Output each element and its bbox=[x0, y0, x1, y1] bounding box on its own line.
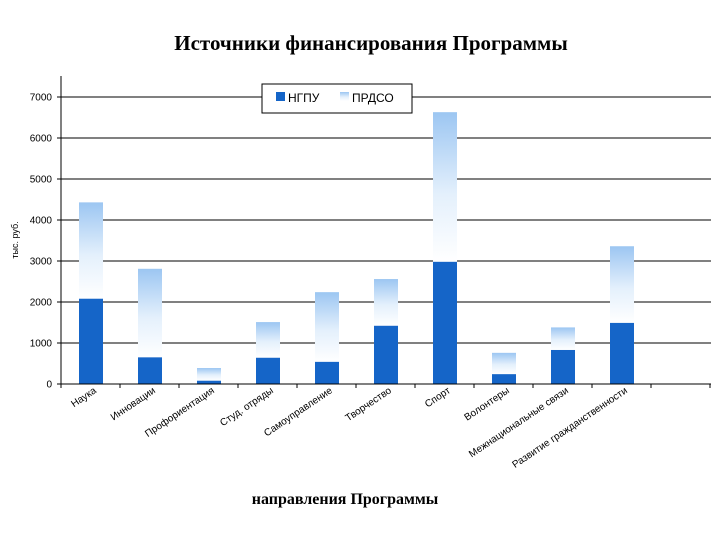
bar-ngpu bbox=[610, 322, 634, 384]
bar-ngpu bbox=[138, 357, 162, 384]
bar-prdso bbox=[492, 352, 516, 375]
bars bbox=[79, 112, 634, 384]
bar-ngpu bbox=[492, 374, 516, 384]
y-tick-label: 1000 bbox=[30, 339, 53, 350]
bar-ngpu bbox=[551, 349, 575, 384]
bar-ngpu bbox=[315, 361, 339, 384]
y-tick-label: 3000 bbox=[30, 257, 53, 268]
x-tick-label: Инновации bbox=[109, 385, 158, 423]
bar-prdso bbox=[433, 112, 457, 262]
y-tick-label: 7000 bbox=[30, 93, 53, 104]
x-axis-title: направления Программы bbox=[252, 491, 439, 508]
bar-ngpu bbox=[433, 261, 457, 384]
x-tick-label: Студ. отряды bbox=[218, 385, 275, 429]
y-tick-labels: 0 1000 2000 3000 4000 5000 6000 7000 bbox=[30, 93, 53, 391]
y-tick-label: 5000 bbox=[30, 175, 53, 186]
y-tick-label: 4000 bbox=[30, 216, 53, 227]
legend-label-prdso: ПРДСО bbox=[352, 91, 394, 105]
x-tick-label: Наука bbox=[69, 385, 99, 410]
bar-prdso bbox=[315, 292, 339, 362]
bar-prdso bbox=[551, 327, 575, 350]
bar-prdso bbox=[374, 279, 398, 326]
bar-prdso bbox=[138, 268, 162, 358]
legend-label-ngpu: НГПУ bbox=[288, 91, 320, 105]
legend: НГПУ ПРДСО bbox=[261, 83, 413, 114]
bar-ngpu bbox=[197, 380, 221, 384]
bar-prdso bbox=[610, 246, 634, 323]
legend-swatch-prdso bbox=[340, 92, 349, 101]
x-tick-label: Развитие гражданственности bbox=[511, 385, 630, 470]
legend-box bbox=[261, 83, 413, 114]
x-tick-label: Творчество bbox=[344, 385, 394, 424]
y-tick-label: 0 bbox=[46, 380, 52, 391]
y-axis-label: тыс. руб. bbox=[10, 221, 20, 258]
y-tick-label: 6000 bbox=[30, 134, 53, 145]
bar-prdso bbox=[256, 322, 280, 358]
x-tick-label: Волонтеры bbox=[463, 385, 512, 423]
bar-prdso bbox=[79, 202, 103, 299]
y-tick-label: 2000 bbox=[30, 298, 53, 309]
bar-prdso bbox=[197, 368, 221, 381]
bar-ngpu bbox=[256, 357, 280, 384]
chart-title: Источники финансирования Программы bbox=[174, 31, 567, 55]
x-tick-label: Спорт bbox=[423, 385, 453, 410]
legend-swatch-ngpu bbox=[276, 92, 285, 101]
bar-ngpu bbox=[79, 298, 103, 384]
bar-ngpu bbox=[374, 325, 398, 384]
x-tick-label: Межнациональные связи bbox=[467, 385, 571, 460]
